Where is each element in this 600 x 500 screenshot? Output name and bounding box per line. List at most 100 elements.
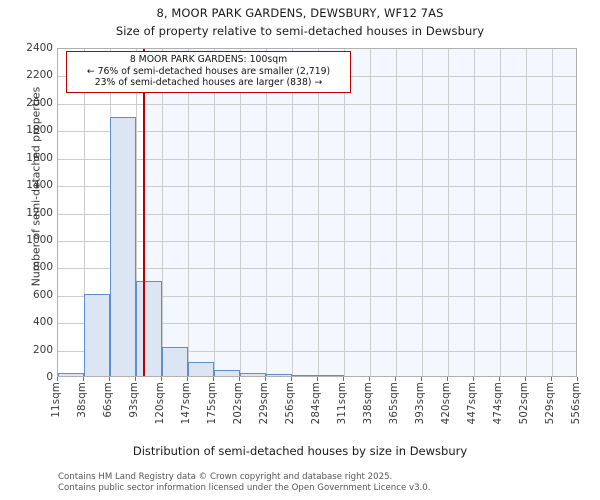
x-axis-tick-mark (525, 377, 526, 381)
y-axis-ticks: 0 200 400 600 800 1000 1200 1400 1600 1800 2000 220… (0, 0, 53, 500)
gridline-horizontal (58, 186, 576, 188)
annotation-line-1: 8 MOOR PARK GARDENS: 100sqm (129, 54, 288, 65)
page-title: 8, MOOR PARK GARDENS, DEWSBURY, WF12 7AS (156, 6, 444, 20)
histogram-bar (240, 372, 266, 376)
gridline-horizontal (58, 158, 576, 160)
x-axis-tick-mark (369, 377, 370, 381)
x-axis-tick-mark (109, 377, 110, 381)
annotation-line-2: ← 76% of semi-detached houses are smalle… (86, 65, 331, 77)
property-size-marker-line (142, 49, 145, 376)
x-axis-tick-label: 311sqm (337, 382, 348, 425)
x-axis-tick-mark (421, 377, 422, 381)
x-axis-tick-mark (317, 377, 318, 381)
footer-attribution: Contains HM Land Registry data © Crown c… (58, 472, 430, 493)
x-axis-tick-mark (577, 377, 578, 381)
gridline-vertical (266, 49, 267, 376)
gridline-vertical (162, 49, 163, 376)
x-axis-tick-label: 256sqm (285, 382, 296, 425)
gridline-horizontal (58, 131, 576, 133)
y-axis-tick-label: 200 (32, 343, 53, 356)
gridline-vertical (240, 49, 241, 376)
x-axis-tick-label: 175sqm (207, 382, 218, 425)
x-axis-label: Distribution of semi-detached houses by … (132, 444, 468, 458)
x-axis-tick-mark (291, 377, 292, 381)
gridline-horizontal (58, 103, 576, 105)
x-axis-tick-mark (473, 377, 474, 381)
x-axis-tick-label: 66sqm (103, 382, 114, 418)
x-axis-tick-label: 202sqm (233, 382, 244, 425)
gridline-vertical (188, 49, 189, 376)
x-axis-tick-mark (343, 377, 344, 381)
y-axis-tick-label: 800 (32, 261, 53, 274)
x-axis-tick-mark (551, 377, 552, 381)
x-axis-tick-label: 147sqm (181, 382, 192, 425)
x-axis-tick-label: 338sqm (363, 382, 374, 425)
y-axis-tick-label: 400 (32, 316, 53, 329)
plot-area (57, 48, 577, 377)
x-axis-tick-label: 120sqm (155, 382, 166, 425)
histogram-bar (84, 293, 110, 376)
x-axis-tick-label: 447sqm (467, 382, 478, 425)
y-axis-tick-label: 2400 (26, 42, 53, 54)
x-axis-tick-label: 420sqm (441, 382, 452, 425)
y-axis-tick-label: 1800 (26, 124, 53, 137)
gridline-vertical (448, 49, 449, 376)
x-axis-tick-mark (239, 377, 240, 381)
gridline-vertical (84, 49, 85, 376)
x-axis-tick-mark (447, 377, 448, 381)
x-axis-tick-label: 284sqm (311, 382, 322, 425)
histogram-bar (58, 373, 84, 376)
x-axis-tick-label: 529sqm (545, 382, 556, 425)
gridline-horizontal (58, 268, 576, 270)
gridline-vertical (500, 49, 501, 376)
x-axis-tick-mark (395, 377, 396, 381)
x-axis-tick-mark (187, 377, 188, 381)
x-axis-tick-mark (499, 377, 500, 381)
gridline-horizontal (58, 350, 576, 352)
gridline-vertical (474, 49, 475, 376)
x-axis-tick-label: 229sqm (259, 382, 270, 425)
gridline-vertical (344, 49, 345, 376)
gridline-vertical (214, 49, 215, 376)
gridline-horizontal (58, 295, 576, 297)
y-axis-tick-label: 2000 (26, 96, 53, 109)
x-axis-tick-mark (83, 377, 84, 381)
histogram-bar (318, 374, 344, 376)
gridline-vertical (396, 49, 397, 376)
y-axis-tick-label: 1200 (26, 206, 53, 219)
x-axis-tick-mark (161, 377, 162, 381)
histogram-bar (136, 281, 162, 376)
y-axis-tick-label: 1400 (26, 179, 53, 192)
annotation-box: 8 MOOR PARK GARDENS: 100sqm ← 76% of sem… (66, 51, 351, 93)
x-axis-tick-label: 11sqm (51, 382, 62, 418)
shaded-region-larger (142, 49, 576, 376)
x-axis-tick-label: 38sqm (77, 382, 88, 418)
gridline-vertical (136, 49, 137, 376)
histogram-bar (266, 373, 292, 376)
footer-line-2: Contains public sector information licen… (58, 482, 431, 493)
gridline-vertical (370, 49, 371, 376)
x-axis-tick-label: 474sqm (493, 382, 504, 425)
chart-subtitle: Size of property relative to semi-detach… (115, 24, 485, 38)
gridline-vertical (552, 49, 553, 376)
footer-line-1: Contains HM Land Registry data © Crown c… (58, 472, 393, 482)
histogram-bar (292, 374, 318, 376)
x-axis-tick-label: 365sqm (389, 382, 400, 425)
gridline-vertical (526, 49, 527, 376)
x-axis-tick-label: 556sqm (571, 382, 582, 425)
x-axis-tick-mark (213, 377, 214, 381)
x-axis-tick-label: 93sqm (129, 382, 140, 418)
gridline-vertical (292, 49, 293, 376)
histogram-bar (162, 347, 188, 376)
gridline-vertical (318, 49, 319, 376)
y-axis-tick-label: 0 (46, 371, 53, 383)
x-axis-tick-label: 393sqm (415, 382, 426, 425)
histogram-bar (110, 116, 136, 376)
gridline-horizontal (58, 213, 576, 215)
annotation-line-3: 23% of semi-detached houses are larger (… (94, 77, 323, 88)
y-axis-tick-label: 2200 (26, 69, 53, 82)
y-axis-tick-label: 1600 (26, 151, 53, 164)
y-axis-tick-label: 600 (32, 288, 53, 301)
gridline-horizontal (58, 323, 576, 325)
title-block: 8, MOOR PARK GARDENS, DEWSBURY, WF12 7AS… (0, 0, 600, 39)
